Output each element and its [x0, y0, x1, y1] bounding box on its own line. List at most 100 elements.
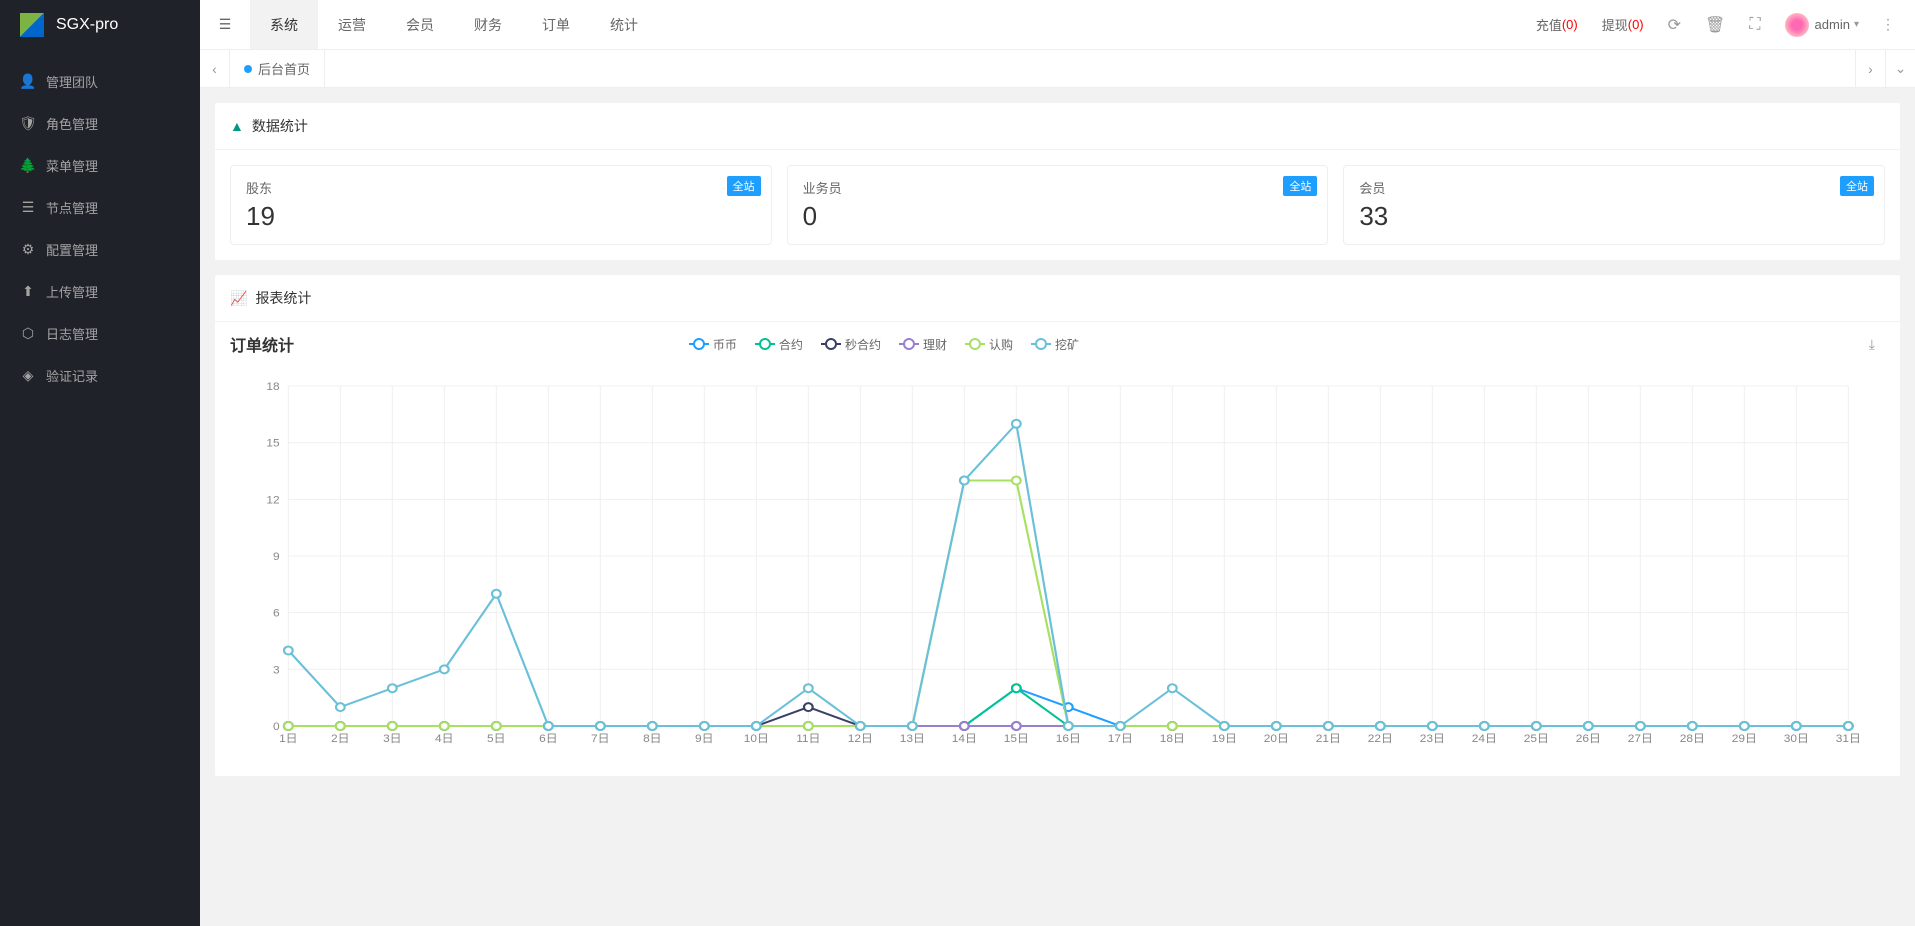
legend-item-3[interactable]: 理财 [899, 336, 947, 353]
tabs-right-controls: › ⌄ [1855, 50, 1915, 87]
stat-badge: 全站 [1283, 176, 1317, 196]
sidebar-item-icon: 👤 [20, 73, 36, 90]
tabs-dropdown[interactable]: ⌄ [1885, 50, 1915, 87]
sidebar-item-label: 管理团队 [46, 72, 98, 91]
legend-item-1[interactable]: 合约 [755, 336, 803, 353]
svg-text:26日: 26日 [1576, 733, 1601, 745]
legend-marker-icon [821, 339, 841, 349]
svg-text:30日: 30日 [1784, 733, 1809, 745]
svg-text:23日: 23日 [1420, 733, 1445, 745]
svg-text:21日: 21日 [1316, 733, 1341, 745]
sidebar-collapse-button[interactable]: ☰ [200, 0, 250, 49]
svg-text:22日: 22日 [1368, 733, 1393, 745]
side-menu: 👤 管理团队 🛡角色管理 🌲 菜单管理 ☰节点管理⚙配置管理⬆上传管理⬡日志管理◈验证记录 [0, 50, 200, 396]
sidebar-item-label: 节点管理 [46, 198, 98, 217]
stats-title: 数据统计 [252, 116, 308, 136]
svg-text:28日: 28日 [1680, 733, 1705, 745]
sidebar-item-3[interactable]: ☰节点管理 [0, 186, 200, 228]
svg-text:2日: 2日 [331, 733, 350, 745]
top-tab-4[interactable]: 订单 [522, 0, 590, 49]
svg-text:6日: 6日 [539, 733, 558, 745]
top-nav-tabs: 系统运营会员财务订单统计 [250, 0, 658, 49]
sidebar-item-label: 菜单管理 [46, 156, 98, 175]
legend-marker-icon [899, 339, 919, 349]
refresh-button[interactable]: ⟳ [1656, 0, 1693, 49]
sidebar-item-0[interactable]: 👤 管理团队 [0, 60, 200, 102]
more-button[interactable]: ⋮ [1871, 16, 1905, 33]
header-right: 充值(0) 提现(0) ⟳ 🗑 ⛶ admin ▾ ⋮ [1524, 0, 1915, 49]
logo-icon [20, 13, 44, 37]
chart-title-row: 订单统计 币币合约秒合约理财认购挖矿 ⤓ [215, 322, 1900, 366]
svg-text:31日: 31日 [1836, 733, 1861, 745]
svg-text:18: 18 [266, 381, 279, 393]
stat-row: 股东19全站业务员0全站会员33全站 [230, 165, 1885, 245]
stat-card-1: 业务员0全站 [787, 165, 1329, 245]
chart-container: 订单统计 币币合约秒合约理财认购挖矿 ⤓ 03691215181日2日3日4日5… [215, 322, 1900, 776]
recharge-link[interactable]: 充值(0) [1524, 0, 1590, 49]
trash-button[interactable]: 🗑 [1693, 0, 1737, 49]
sidebar-item-7[interactable]: ◈验证记录 [0, 354, 200, 396]
withdraw-link[interactable]: 提现(0) [1590, 0, 1656, 49]
sidebar-item-5[interactable]: ⬆上传管理 [0, 270, 200, 312]
svg-text:1日: 1日 [279, 733, 298, 745]
svg-text:8日: 8日 [643, 733, 662, 745]
stats-card-header: ▲ 数据统计 [215, 103, 1900, 150]
fullscreen-button[interactable]: ⛶ [1737, 0, 1772, 49]
top-tab-5[interactable]: 统计 [590, 0, 658, 49]
stat-label: 股东 [246, 178, 756, 197]
svg-text:5日: 5日 [487, 733, 506, 745]
tab-active-dot-icon [244, 65, 252, 73]
svg-text:7日: 7日 [591, 733, 610, 745]
user-menu[interactable]: admin ▾ [1773, 0, 1871, 49]
svg-text:24日: 24日 [1472, 733, 1497, 745]
fullscreen-icon: ⛶ [1749, 16, 1760, 34]
legend-marker-icon [1031, 339, 1051, 349]
legend-item-4[interactable]: 认购 [965, 336, 1013, 353]
sidebar-item-1[interactable]: 🛡角色管理 [0, 102, 200, 144]
chevron-right-icon: › [1868, 61, 1873, 77]
tabs-scroll-left[interactable]: ‹ [200, 50, 230, 87]
svg-text:12: 12 [266, 495, 279, 507]
svg-text:9: 9 [273, 551, 280, 563]
legend-marker-icon [965, 339, 985, 349]
report-card-header: 📈 报表统计 [215, 275, 1900, 322]
legend-item-0[interactable]: 币币 [689, 336, 737, 353]
legend-item-5[interactable]: 挖矿 [1031, 336, 1079, 353]
stats-card-body: 股东19全站业务员0全站会员33全站 [215, 150, 1900, 260]
sidebar-item-2[interactable]: 🌲 菜单管理 [0, 144, 200, 186]
tabs-scroll-right[interactable]: › [1855, 50, 1885, 87]
svg-text:19日: 19日 [1212, 733, 1237, 745]
legend-marker-icon [755, 339, 775, 349]
top-tab-3[interactable]: 财务 [454, 0, 522, 49]
brand-name: SGX-pro [56, 16, 118, 34]
svg-text:16日: 16日 [1056, 733, 1081, 745]
page-tab-home[interactable]: 后台首页 [230, 50, 325, 87]
sidebar-item-label: 上传管理 [46, 282, 98, 301]
sidebar-item-label: 配置管理 [46, 240, 98, 259]
svg-text:29日: 29日 [1732, 733, 1757, 745]
chart-download-button[interactable]: ⤓ [1869, 336, 1885, 353]
menu-collapse-icon: ☰ [219, 16, 232, 33]
sidebar-item-6[interactable]: ⬡日志管理 [0, 312, 200, 354]
sidebar: SGX-pro 👤 管理团队 🛡角色管理 🌲 菜单管理 ☰节点管理⚙配置管理⬆上传管理⬡日… [0, 0, 200, 926]
sidebar-item-icon: 🌲 [20, 157, 36, 174]
page-tabs-bar: ‹ 后台首页 › ⌄ [200, 50, 1915, 88]
stat-label: 业务员 [803, 178, 1313, 197]
header-left: ☰ 系统运营会员财务订单统计 [200, 0, 658, 49]
sidebar-item-4[interactable]: ⚙配置管理 [0, 228, 200, 270]
trash-icon: 🗑 [1705, 15, 1725, 35]
legend-label: 挖矿 [1055, 336, 1079, 353]
sidebar-item-label: 角色管理 [46, 114, 98, 133]
download-icon: ⤓ [1869, 336, 1875, 352]
order-chart: 03691215181日2日3日4日5日6日7日8日9日10日11日12日13日… [245, 376, 1870, 756]
chart-line-icon: 📈 [230, 290, 247, 307]
legend-item-2[interactable]: 秒合约 [821, 336, 881, 353]
refresh-icon: ⟳ [1668, 15, 1681, 35]
top-tab-1[interactable]: 运营 [318, 0, 386, 49]
top-tab-2[interactable]: 会员 [386, 0, 454, 49]
stat-badge: 全站 [1840, 176, 1874, 196]
stat-card-0: 股东19全站 [230, 165, 772, 245]
top-tab-0[interactable]: 系统 [250, 0, 318, 49]
main-content: ▲ 数据统计 股东19全站业务员0全站会员33全站 📈 报表统计 订单统计 币币… [200, 88, 1915, 926]
chevron-left-icon: ‹ [212, 61, 217, 77]
